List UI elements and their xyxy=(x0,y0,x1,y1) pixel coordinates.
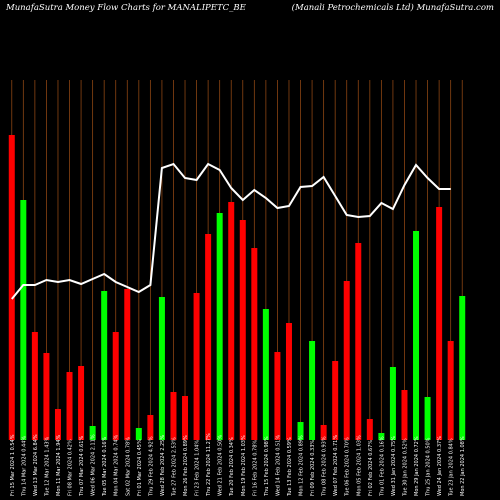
x-tick-label: Mon 12 Feb 2024 0.89% xyxy=(299,435,305,496)
x-tick-label: Thu 14 Mar 2024 0.44% xyxy=(21,436,27,497)
money-flow-bar xyxy=(8,135,15,440)
x-tick-label: Fri 01 Mar 2024 0.45% xyxy=(137,439,143,496)
x-tick-label: Thu 15 Feb 2024 0.98% xyxy=(264,436,270,497)
x-tick-label: Wed 13 Mar 2024 6.84% xyxy=(33,434,39,496)
money-flow-bar xyxy=(436,207,443,440)
x-axis-labels: Fri 15 Mar 2024 1 0.54% Thu 14 Mar 2024 0… xyxy=(10,433,466,497)
money-flow-bar xyxy=(43,353,50,440)
money-flow-bar xyxy=(262,309,269,440)
money-flow-bar xyxy=(297,422,304,440)
money-flow-bar xyxy=(31,332,38,440)
money-flow-bar xyxy=(309,341,316,440)
money-flow-bar xyxy=(54,409,61,440)
money-flow-bar xyxy=(158,297,165,440)
money-flow-bar xyxy=(401,390,408,440)
x-tick-label: Tue 05 Mar 2024 0.16% xyxy=(102,436,108,497)
money-flow-bar xyxy=(424,397,431,440)
x-tick-label: Mon 04 Mar 2024 0.74% xyxy=(114,434,120,496)
money-flow-bar xyxy=(205,234,212,440)
x-tick-label: Wed 07 Feb 2024 0.71% xyxy=(333,435,339,496)
x-tick-label: Fri 16 Feb 2024 0.78% xyxy=(252,440,258,496)
x-tick-label: Wed 14 Feb 2024 0.51% xyxy=(275,435,281,496)
money-flow-bar xyxy=(378,433,385,440)
x-tick-label: Tue 23 Jan 2024 0.84% xyxy=(449,438,455,497)
money-flow-bar xyxy=(78,366,85,440)
money-flow-bar xyxy=(216,213,223,440)
x-tick-label: Tue 27 Feb 2024 2.53% xyxy=(172,437,178,497)
x-tick-label: Fri 02 Feb 2024 0.67% xyxy=(368,440,374,496)
x-tick-label: Sat 02 Mar 2024 0.78% xyxy=(125,437,131,496)
x-tick-label: Tue 20 Feb 2024 0.34% xyxy=(229,437,235,497)
money-flow-bar xyxy=(170,392,177,440)
x-tick-label: Fri 15 Mar 2024 1 0.54% xyxy=(10,434,16,496)
money-flow-bar xyxy=(285,323,292,440)
money-flow-bar xyxy=(320,425,327,440)
x-tick-label: Wed 21 Feb 2024 0.50% xyxy=(218,435,224,496)
x-tick-label: Wed 06 Mar 2024 2.11% xyxy=(91,434,97,496)
money-flow-bar xyxy=(332,361,339,440)
money-flow-bar xyxy=(135,428,142,440)
x-tick-label: Fri 08 Mar 2024 0.42% xyxy=(68,439,74,496)
money-flow-bar xyxy=(89,426,96,440)
money-flow-bar xyxy=(251,248,258,440)
money-flow-bar xyxy=(193,293,200,440)
money-flow-bar xyxy=(124,289,131,440)
x-tick-label: Mon 22 Jan 2024 1.08% xyxy=(460,436,466,496)
money-flow-bar xyxy=(66,372,73,440)
money-flow-bar xyxy=(112,332,119,440)
x-tick-label: Fri 23 Feb 2024 1.04% xyxy=(195,440,201,496)
money-flow-bar xyxy=(459,296,466,440)
money-flow-bar xyxy=(182,396,189,440)
x-tick-label: Mon 05 Feb 2024 1.03% xyxy=(356,435,362,496)
x-tick-label: Wed 31 Jan 2024 0.75% xyxy=(391,436,397,496)
money-flow-bar xyxy=(239,220,246,440)
x-tick-label: Thu 25 Jan 2024 0.50% xyxy=(426,437,432,497)
money-flow-bar xyxy=(355,243,362,440)
chart-subtitle: (Manali Petrochemicals Ltd) MunafaSutra.… xyxy=(291,3,494,13)
money-flow-bar xyxy=(228,202,235,440)
money-flow-bar xyxy=(413,231,420,440)
money-flow-bar xyxy=(447,341,454,440)
x-tick-label: Tue 13 Feb 2024 0.59% xyxy=(287,437,293,497)
x-tick-label: Wed 28 Feb 2024 2.25% xyxy=(160,435,166,496)
money-flow-bar xyxy=(274,352,281,440)
price-line xyxy=(11,162,451,300)
x-tick-label: Tue 12 Mar 2024 1.43% xyxy=(44,436,50,497)
money-flow-bar xyxy=(343,281,350,440)
x-tick-label: Tue 06 Feb 2024 0.70% xyxy=(345,437,351,497)
x-tick-label: Thu 07 Mar 2024 0.61% xyxy=(79,436,85,497)
money-flow-bar xyxy=(389,367,396,440)
money-flow-bars xyxy=(8,135,466,440)
x-tick-label: Thu 22 Feb 2024 11.27% xyxy=(206,433,212,497)
x-tick-label: Thu 01 Feb 2024 0.16% xyxy=(379,436,385,497)
chart-title: MunafaSutra Money Flow Charts for MANALI… xyxy=(6,3,246,13)
money-flow-bar xyxy=(147,415,154,440)
x-tick-label: Mon 26 Feb 2024 0.89% xyxy=(183,435,189,496)
x-tick-label: Thu 08 Feb 2024 0.93% xyxy=(322,436,328,497)
x-tick-label: Thu 29 Feb 2024 4.92% xyxy=(148,436,154,497)
x-tick-label: Tue 30 Jan 2024 0.52% xyxy=(403,438,409,497)
x-tick-label: Wed 24 Jan 2024 0.37% xyxy=(437,436,443,496)
x-tick-label: Mon 11 Mar 2024 1.94% xyxy=(56,434,62,496)
x-tick-label: Mon 19 Feb 2024 1.03% xyxy=(241,435,247,496)
money-flow-bar xyxy=(366,419,373,440)
x-tick-label: Fri 09 Feb 2024 0.33% xyxy=(310,440,316,496)
money-flow-bar xyxy=(101,291,108,440)
x-tick-label: Mon 29 Jan 2024 0.72% xyxy=(414,436,420,496)
money-flow-bar xyxy=(20,200,27,440)
